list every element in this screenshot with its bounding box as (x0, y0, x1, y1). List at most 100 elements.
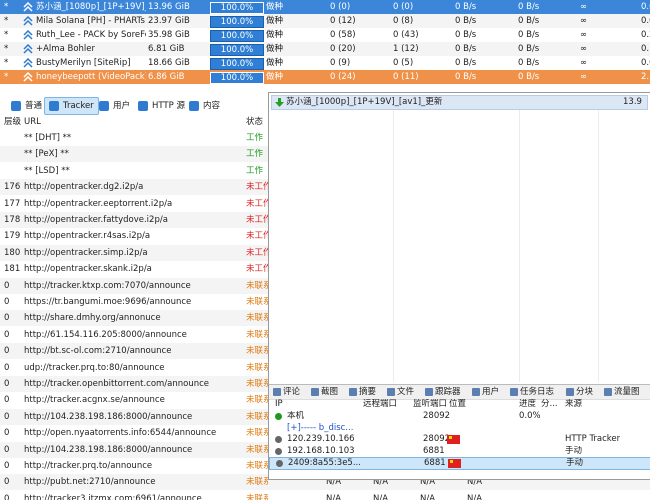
peer-ip: 192.168.10.103 (287, 445, 355, 456)
tracker-row[interactable]: 0 http://tracker3.itzmx.com:6961/announce… (0, 490, 650, 500)
toolbar-button[interactable]: 跟踪器 (435, 387, 461, 397)
seed-icon (23, 44, 33, 54)
tracker-tier: 0 (4, 362, 10, 373)
torrent-row[interactable]: * +Alma Bohler 6.81 GiB 做种 0 (20) 1 (12) 0 B/s… (0, 42, 650, 56)
tracker-url: http://tracker3.itzmx.com:6961/announce (24, 493, 202, 500)
toolbar-icon (349, 388, 357, 396)
torrent-down: 0 B/s (455, 30, 477, 40)
tracker-url: http://opentracker.skank.i2p/a (24, 264, 152, 275)
torrent-size: 13.96 GiB (148, 2, 190, 12)
torrent-up: 0 B/s (518, 30, 540, 40)
torrent-down: 0 B/s (455, 16, 477, 26)
torrent-row[interactable]: * 苏小涵_[1080p]_[1P+19V]_[a...13.96 GiB 做种 0 … (0, 0, 650, 14)
tracker-tier: 0 (4, 444, 10, 455)
floating-panel: 苏小涵_[1000p]_[1P+19V]_[av1]_更新 13.9 评论 截图 摘… (268, 92, 650, 480)
column-header[interactable]: 进度 (519, 399, 537, 409)
peer-row[interactable]: 2409:8a55:3e5... 6881 手动 (269, 457, 650, 470)
torrent-marker: * (4, 30, 9, 40)
column-header[interactable]: 监听端口 (413, 399, 448, 409)
peer-ip: [+]----- b_disc... (287, 422, 354, 433)
tracker-url: udp://tracker.prq.to:80/announce (24, 362, 165, 373)
tracker-status: 未联系 (246, 461, 268, 471)
torrent-down: 0 B/s (455, 44, 477, 54)
peer-table: IP 远程端口 监听端口 位置 进度 分... 来源本机 28092 0.0% [+]----- … (269, 399, 650, 479)
seed-icon (23, 30, 33, 40)
torrent-row[interactable]: * BustyMerilyn [SiteRip] 18.66 GiB 做种 0 (9) 0… (0, 56, 650, 70)
torrent-row[interactable]: * Mila Solana [PH] - PHARTs by...23.97 Gi… (0, 14, 650, 28)
tracker-status: 工作 (246, 149, 264, 160)
torrent-ratio: 0.2 (641, 30, 650, 40)
tracker-url: http://opentracker.fattydove.i2p/a (24, 215, 168, 225)
seed-icon (23, 16, 33, 26)
tracker-status: 未工作 (246, 231, 268, 242)
column-header[interactable]: 远程端口 (363, 399, 398, 409)
column-header[interactable]: 来源 (565, 399, 583, 409)
tracker-tier: 179 (4, 231, 21, 242)
peer-row[interactable]: 120.239.10.166 28092 HTTP Tracker (269, 434, 650, 445)
toolbar-button[interactable]: 评论 (283, 387, 301, 397)
toolbar-button[interactable]: 任务日志 (520, 387, 555, 397)
tracker-url: http://share.dmhy.org/annonuce (24, 313, 161, 324)
torrent-row[interactable]: * honeybeepott (VideoPack) 6.86 GiB 做种 0 (24… (0, 70, 650, 84)
tracker-tier: 0 (4, 477, 10, 488)
toolbar-button[interactable]: 分块 (576, 387, 594, 397)
tracker-tier: 0 (4, 379, 10, 389)
tracker-status: 未工作 (246, 215, 268, 225)
peer-row[interactable]: 192.168.10.103 6881 手动 (269, 446, 650, 457)
tracker-status: 未联系 (246, 411, 268, 422)
torrent-eta: ∞ (580, 2, 588, 12)
tracker-status: 未联系 (246, 297, 268, 307)
tracker-tier: 0 (4, 411, 10, 422)
panel-title-row[interactable]: 苏小涵_[1000p]_[1P+19V]_[av1]_更新 13.9 (271, 95, 648, 110)
peer-row[interactable]: 本机 28092 0.0% (269, 411, 650, 422)
tracker-status: 工作 (246, 133, 264, 143)
peer-listen-port: 28092 (423, 434, 451, 444)
toolbar-button[interactable]: 用户 (482, 387, 500, 397)
torrent-marker: * (4, 58, 9, 68)
torrent-row[interactable]: * Ruth_Lee - PACK by SoreFor...35.98 GiB 做… (0, 28, 650, 42)
seed-icon (23, 58, 33, 68)
tab-icon (49, 101, 59, 111)
tab[interactable]: 用户 (94, 97, 135, 115)
toolbar-button[interactable]: 流量图 (614, 387, 640, 397)
toolbar-button[interactable]: 截图 (321, 387, 339, 397)
tracker-tier: 0 (4, 329, 10, 340)
peer-row[interactable]: [+]----- b_disc... (269, 423, 650, 434)
torrent-up: 0 B/s (518, 2, 540, 12)
torrent-name: BustyMerilyn [SiteRip] (36, 58, 131, 68)
torrent-down: 0 B/s (455, 72, 477, 82)
column-header[interactable]: URL (24, 117, 41, 127)
tracker-url: http://tracker.ktxp.com:7070/announce (24, 280, 191, 291)
peer-listen-port: 6881 (423, 445, 445, 456)
toolbar-button[interactable]: 摘要 (359, 387, 377, 397)
column-header[interactable]: IP (275, 399, 283, 409)
tab[interactable]: HTTP 源 (133, 97, 190, 115)
column-header[interactable]: 位置 (449, 399, 467, 409)
torrent-ratio: 0.0 (641, 16, 650, 26)
tab[interactable]: 普通 (6, 97, 47, 115)
tracker-stat: N/A (420, 477, 436, 488)
torrent-seeds: 0 (20) (330, 44, 356, 54)
column-header[interactable]: 层级 (4, 117, 22, 127)
peer-source: HTTP Tracker (565, 434, 621, 444)
tracker-tier: 0 (4, 461, 10, 471)
toolbar-button[interactable]: 文件 (397, 387, 415, 397)
torrent-peers: 0 (5) (393, 58, 414, 68)
tracker-url: http://tracker.acgnx.se/announce (24, 395, 165, 406)
torrent-status: 做种 (266, 2, 284, 12)
column-line (393, 110, 394, 382)
column-line (519, 110, 520, 382)
toolbar-icon (425, 388, 433, 396)
tab[interactable]: 内容 (184, 97, 225, 115)
tracker-tier: 0 (4, 313, 10, 324)
column-header[interactable]: 状态 (246, 117, 264, 127)
tracker-status: 未联系 (246, 280, 268, 291)
tracker-tier: 176 (4, 182, 21, 193)
tab[interactable]: Tracker (44, 97, 99, 115)
tracker-tier: 180 (4, 247, 21, 258)
torrent-ratio: 0.0 (641, 2, 650, 12)
tracker-status: 未联系 (246, 477, 268, 488)
column-header[interactable]: 分... (541, 399, 558, 409)
tab-icon (99, 101, 109, 111)
